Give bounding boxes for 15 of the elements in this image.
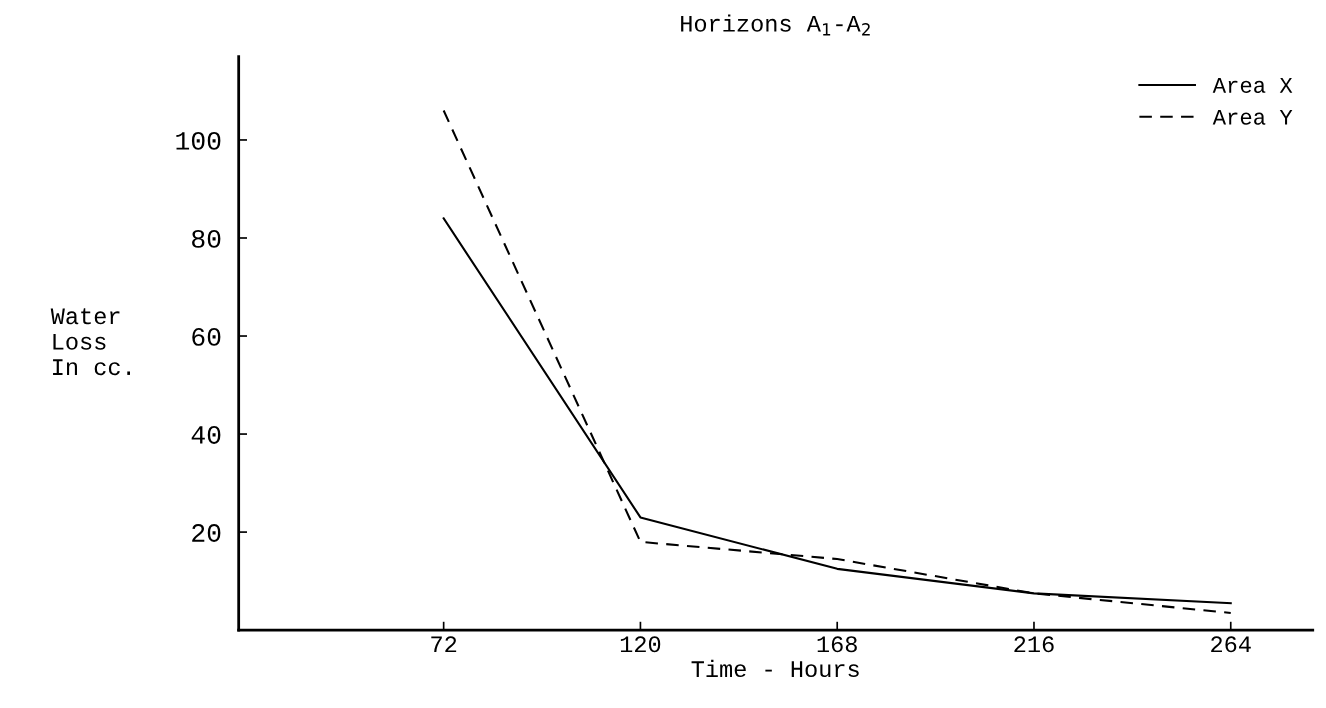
legend-label: Area X — [1212, 78, 1293, 93]
x-tick-label: 120 — [620, 636, 661, 653]
y-tick-label: 40 — [191, 425, 221, 444]
x-tick-label: 216 — [1014, 636, 1054, 653]
y-tick-label: 60 — [192, 327, 221, 346]
y-tick-label: 20 — [192, 524, 221, 542]
chart-title: Horizons A$_{1}$-A$_{2}$ — [681, 14, 870, 36]
y-axis-title: Water Loss In cc. — [50, 308, 130, 376]
x-tick-label: 72 — [431, 636, 457, 653]
y-tick-label: 100 — [176, 131, 221, 150]
legend-label: Area Y — [1212, 109, 1293, 125]
x-axis-title: Time - Hours — [691, 659, 859, 678]
x-tick-label: 168 — [817, 636, 857, 653]
y-tick-label: 80 — [192, 229, 221, 248]
x-tick-label: 264 — [1211, 636, 1251, 653]
